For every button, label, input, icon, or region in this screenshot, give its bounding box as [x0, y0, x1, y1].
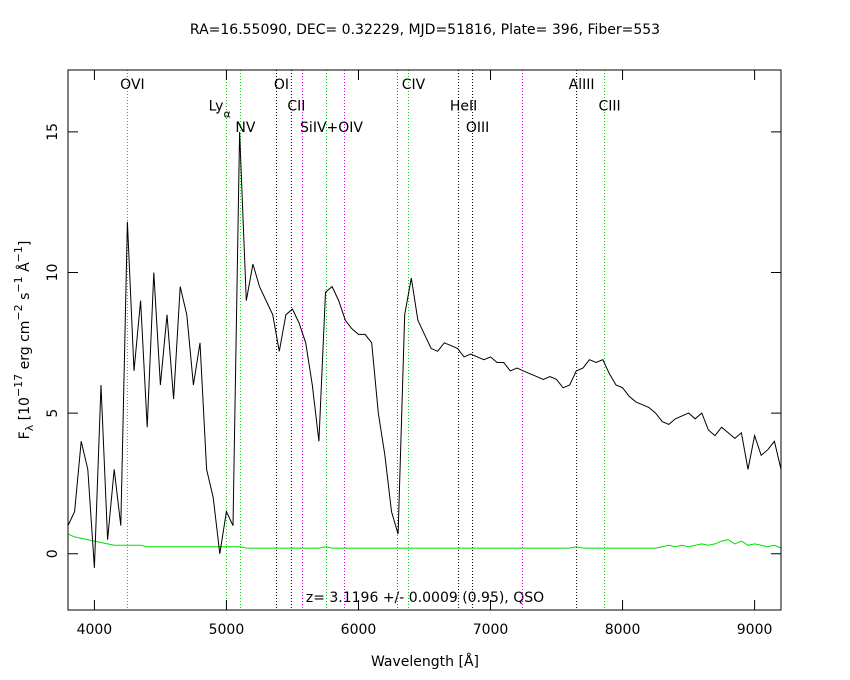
plot-frame [67, 69, 782, 611]
line-label-subscript: α [223, 108, 230, 121]
y-tick-label: 15 [45, 123, 61, 141]
chart-title: RA=16.55090, DEC= 0.32229, MJD=51816, Pl… [190, 22, 660, 38]
line-label: Ly [209, 99, 224, 115]
x-tick-label: 8000 [605, 622, 641, 638]
y-axis-label-part: λ [23, 424, 36, 431]
x-tick-label: 7000 [473, 622, 509, 638]
y-tick-label: 0 [45, 549, 61, 558]
line-label: SiIV+OIV [300, 120, 363, 136]
annotation: z= 3.1196 +/- 0.0009 (0.95), QSO [306, 590, 544, 606]
y-axis-label-part: erg cm [17, 321, 33, 374]
y-axis-label-part: [10 [17, 397, 33, 425]
line-label: CIII [599, 99, 621, 115]
line-label: HeII [450, 99, 477, 115]
y-axis-label-part: −1 [12, 246, 25, 262]
y-axis-label-part: −1 [12, 276, 25, 292]
line-label: OI [274, 77, 289, 93]
x-tick-label: 5000 [209, 622, 245, 638]
x-tick-label: 4000 [77, 622, 113, 638]
y-axis-label-part: −2 [12, 304, 25, 320]
x-tick-label: 9000 [737, 622, 773, 638]
y-tick-label: 10 [45, 264, 61, 282]
line-label: CIV [402, 77, 426, 93]
line-label: OIII [466, 120, 489, 136]
x-axis-label: Wavelength [Å] [371, 653, 479, 670]
y-axis-label-part: s [17, 293, 33, 305]
y-axis-label-part: −17 [12, 374, 25, 397]
line-label: NV [235, 120, 255, 136]
line-label: OVI [120, 77, 144, 93]
y-tick-label: 5 [45, 409, 61, 418]
series-line [67, 131, 782, 568]
line-label: AlIII [569, 77, 595, 93]
x-tick-label: 6000 [341, 622, 377, 638]
y-axis-label-part: Å [16, 262, 33, 276]
y-axis-label-part: F [17, 431, 33, 439]
y-axis-label: Fλ [10−17 erg cm−2 s−1 Å−1] [12, 241, 36, 440]
series-line [67, 533, 782, 549]
y-axis-label-part: ] [17, 241, 33, 246]
line-label: CII [287, 99, 305, 115]
